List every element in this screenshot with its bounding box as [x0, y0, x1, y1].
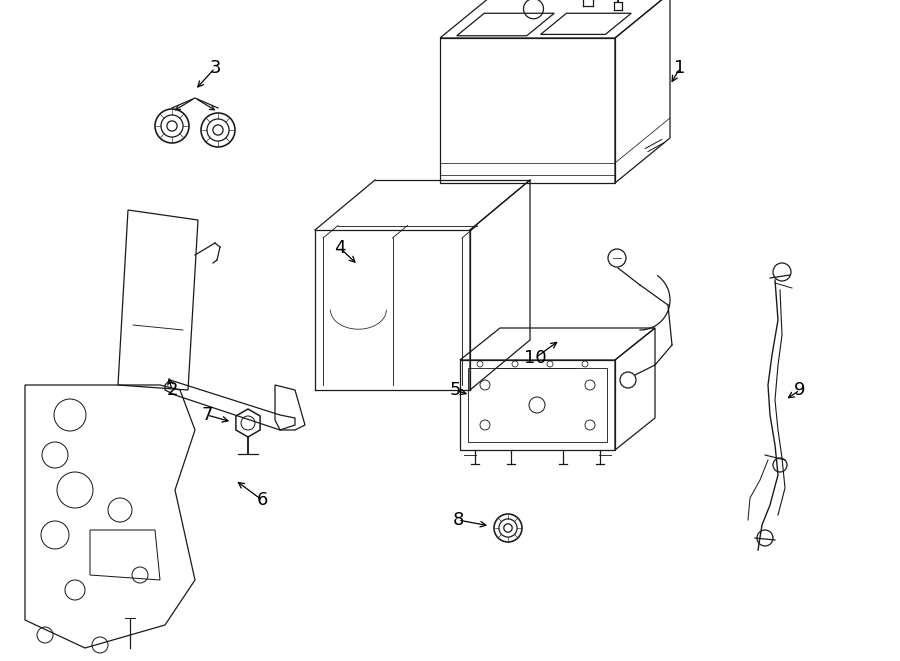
Text: 9: 9 — [794, 381, 806, 399]
Text: 6: 6 — [256, 491, 267, 509]
Text: 10: 10 — [524, 349, 546, 367]
Text: 1: 1 — [674, 59, 686, 77]
Text: 8: 8 — [453, 511, 464, 529]
Text: 2: 2 — [166, 381, 178, 399]
Text: 5: 5 — [449, 381, 461, 399]
Text: 3: 3 — [209, 59, 220, 77]
Text: 4: 4 — [334, 239, 346, 257]
Text: 7: 7 — [202, 406, 212, 424]
